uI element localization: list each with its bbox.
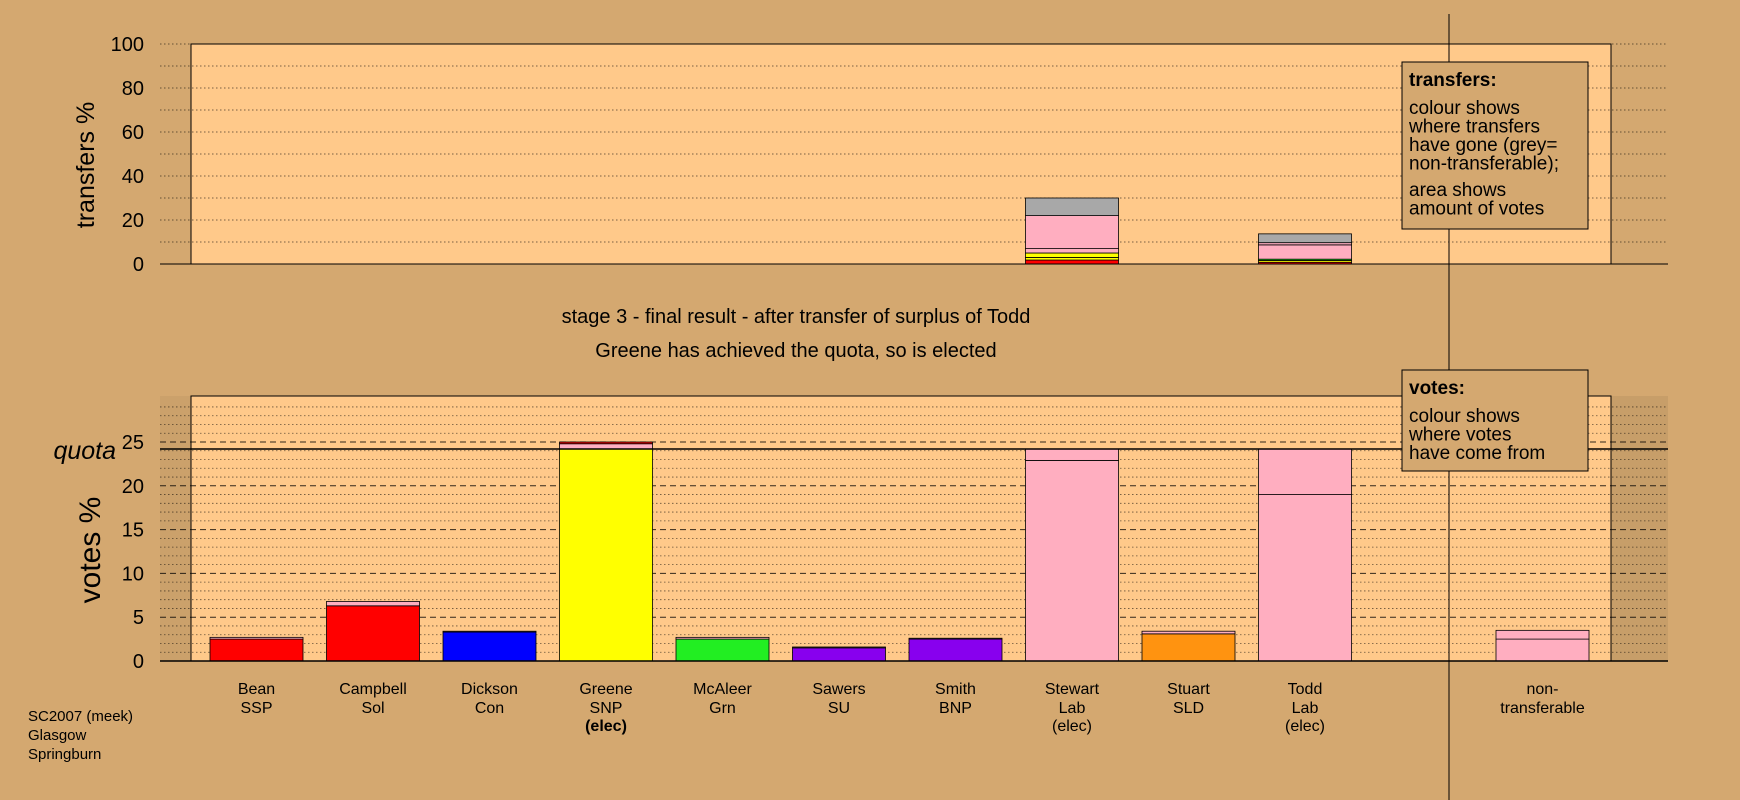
vote-bar-segment <box>792 646 886 649</box>
candidate-status-label: (elec) <box>1285 718 1325 735</box>
transfers-y-tick-label: 80 <box>122 78 144 100</box>
transfers-legend-title: transfers: <box>1409 70 1497 91</box>
footer-line: SC2007 (meek) <box>28 708 134 725</box>
transfer-bar-segment <box>1258 233 1352 244</box>
transfers-y-tick-label: 0 <box>133 254 144 276</box>
transfers-legend-text: have gone (grey= <box>1409 135 1557 156</box>
transfers-legend-text: area shows <box>1409 180 1506 201</box>
vote-bar-segment <box>559 441 653 445</box>
votes-y-tick-label: 15 <box>122 520 144 542</box>
vote-bar-segment <box>1141 630 1236 635</box>
transfers-y-tick-label: 60 <box>122 122 144 144</box>
candidate-party-label: Lab <box>1292 700 1319 717</box>
transfers-y-tick-label: 100 <box>111 34 144 56</box>
candidate-party-label: Lab <box>1059 700 1086 717</box>
vote-bar-segment <box>559 448 653 662</box>
transfers-y-tick-label: 20 <box>122 210 144 232</box>
candidate-name-label: Stewart <box>1045 681 1100 698</box>
vote-bar-segment <box>209 636 304 640</box>
candidate-name-label: Sawers <box>812 681 865 698</box>
vote-bar-segment <box>908 637 1003 640</box>
vote-bar-segment <box>675 636 770 640</box>
transfers-y-tick-label: 40 <box>122 166 144 188</box>
transfer-bar-segment <box>1025 259 1119 265</box>
nontransferable-zone <box>1611 396 1668 661</box>
transfers-legend-text: colour shows <box>1409 98 1520 119</box>
votes-legend-text: where votes <box>1408 425 1511 446</box>
candidate-party-label: SSP <box>240 700 272 717</box>
candidate-name-label: Greene <box>579 681 632 698</box>
vote-bar-segment <box>442 631 537 662</box>
votes-legend-text: have come from <box>1409 443 1545 464</box>
footer-line: Glasgow <box>28 727 87 744</box>
vote-bar-segment <box>1141 633 1236 662</box>
transfers-y-axis-label: transfers % <box>72 102 100 228</box>
vote-bar-segment <box>675 638 770 662</box>
transfer-bar-segment <box>1025 248 1119 254</box>
quota-label: quota <box>53 437 116 465</box>
votes-y-tick-label: 10 <box>122 563 144 585</box>
transfer-bar-segment <box>1025 197 1119 217</box>
vote-bar-segment <box>908 638 1003 662</box>
candidate-party-label: Grn <box>709 700 736 717</box>
votes-y-axis-label: votes % <box>74 497 107 604</box>
footer-line: Springburn <box>28 746 102 763</box>
vote-bar-segment <box>442 630 537 633</box>
transfers-legend-text: where transfers <box>1408 117 1540 138</box>
candidate-name-label: Smith <box>935 681 976 698</box>
candidate-party-label: Sol <box>361 700 384 717</box>
votes-legend-text: colour shows <box>1409 406 1520 427</box>
votes-y-tick-label: 20 <box>122 476 144 498</box>
candidate-party-label: Con <box>475 700 504 717</box>
transfers-legend-box <box>1401 61 1589 230</box>
footer-note: SC2007 (meek) Glasgow Springburn <box>28 707 133 764</box>
candidate-status-label: (elec) <box>1052 718 1092 735</box>
votes-y-tick-label: 5 <box>133 607 144 629</box>
nontransferable-label: non- <box>1526 681 1558 698</box>
vote-bar-segment <box>326 601 420 607</box>
vote-bar-segment <box>1025 459 1119 662</box>
stage-subtitle: Greene has achieved the quota, so is ele… <box>595 340 996 362</box>
transfers-legend-text: amount of votes <box>1409 199 1544 220</box>
candidate-party-label: BNP <box>939 700 972 717</box>
votes-legend-box <box>1401 369 1589 472</box>
vote-bar-segment <box>792 647 886 662</box>
stage-title: stage 3 - final result - after transfer … <box>562 306 1031 328</box>
vote-bar-segment <box>1025 448 1119 461</box>
votes-y-tick-label: 0 <box>133 651 144 673</box>
votes-y-tick-label: 25 <box>122 432 144 454</box>
candidate-party-label: SNP <box>590 700 623 717</box>
votes-legend-title: votes: <box>1409 378 1465 399</box>
nontransferable-bar-segment <box>1495 629 1590 640</box>
vote-bar-segment <box>1258 448 1352 495</box>
candidate-party-label: SU <box>828 700 850 717</box>
candidate-name-label: Todd <box>1288 681 1323 698</box>
transfer-bar-segment <box>1258 244 1352 260</box>
vote-bar-segment <box>209 638 304 662</box>
vote-bar-segment <box>559 443 653 450</box>
candidate-name-label: Campbell <box>339 681 407 698</box>
candidate-name-label: Dickson <box>461 681 518 698</box>
left-zone <box>160 396 191 661</box>
candidate-name-label: Bean <box>238 681 275 698</box>
candidate-status-label: (elec) <box>585 718 627 735</box>
candidate-party-label: SLD <box>1173 700 1204 717</box>
candidate-name-label: Stuart <box>1167 681 1210 698</box>
vote-bar-segment <box>1258 494 1352 662</box>
nontransferable-label: transferable <box>1500 700 1585 717</box>
candidate-name-label: McAleer <box>693 681 752 698</box>
transfer-bar-segment <box>1025 215 1119 250</box>
transfer-bar-segment <box>1025 252 1119 258</box>
vote-bar-segment <box>326 605 420 662</box>
nontransferable-bar-segment <box>1495 638 1590 662</box>
transfers-legend-text: non-transferable); <box>1409 154 1559 175</box>
